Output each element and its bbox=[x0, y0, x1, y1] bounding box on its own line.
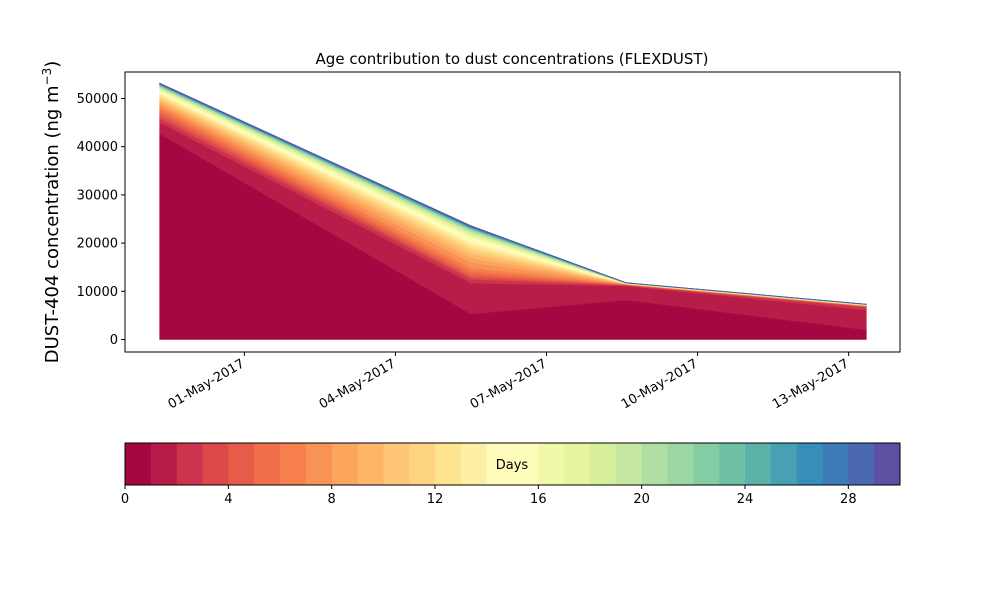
y-tick-label: 40000 bbox=[77, 140, 118, 155]
colorbar-bin bbox=[357, 443, 384, 485]
y-axis-label-superscript: −3 bbox=[40, 68, 54, 86]
colorbar-tick-label: 20 bbox=[633, 492, 650, 507]
colorbar-bin bbox=[667, 443, 694, 485]
colorbar-bin bbox=[848, 443, 875, 485]
colorbar-bin bbox=[822, 443, 849, 485]
colorbar: 0 4 8 12 16 20 24 28 bbox=[121, 442, 901, 507]
y-axis: 0 10000 20000 30000 40000 50000 bbox=[77, 92, 125, 348]
colorbar-bin bbox=[176, 443, 203, 485]
colorbar-bin bbox=[719, 443, 746, 485]
y-tick-label: 50000 bbox=[77, 92, 118, 107]
colorbar-bin bbox=[615, 443, 643, 485]
colorbar-bin bbox=[460, 443, 488, 485]
colorbar-bin bbox=[693, 443, 720, 485]
colorbar-bin bbox=[125, 443, 152, 485]
colorbar-tick-label: 28 bbox=[840, 492, 857, 507]
colorbar-tick-label: 16 bbox=[530, 492, 547, 507]
colorbar-bin bbox=[409, 443, 436, 485]
colorbar-bin bbox=[202, 443, 229, 485]
colorbar-bin bbox=[435, 443, 462, 485]
colorbar-bin bbox=[512, 443, 539, 485]
colorbar-label: Days bbox=[496, 458, 529, 473]
y-tick-label: 30000 bbox=[77, 188, 118, 203]
colorbar-tick-label: 0 bbox=[121, 492, 129, 507]
colorbar-bin bbox=[254, 443, 281, 485]
colorbar-bin bbox=[874, 443, 901, 485]
colorbar-bin bbox=[590, 443, 617, 485]
colorbar-tick-label: 24 bbox=[737, 492, 754, 507]
colorbar-tick-label: 4 bbox=[224, 492, 232, 507]
colorbar-bin bbox=[280, 443, 307, 485]
colorbar-bin bbox=[796, 443, 823, 485]
colorbar-bin bbox=[745, 443, 772, 485]
colorbar-bin bbox=[770, 443, 798, 485]
colorbar-bin bbox=[641, 443, 668, 485]
y-axis-label-main: DUST-404 concentration (ng m bbox=[42, 85, 63, 363]
y-tick-label: 10000 bbox=[77, 285, 118, 300]
colorbar-bin bbox=[228, 443, 255, 485]
colorbar-bin bbox=[331, 443, 358, 485]
y-tick-label: 20000 bbox=[77, 237, 118, 252]
colorbar-bin bbox=[305, 443, 333, 485]
y-tick-label: 0 bbox=[110, 333, 118, 348]
colorbar-tick-label: 12 bbox=[427, 492, 444, 507]
colorbar-frame bbox=[124, 442, 901, 486]
colorbar-bin bbox=[383, 443, 410, 485]
colorbar-bin bbox=[538, 443, 565, 485]
colorbar-bin bbox=[150, 443, 178, 485]
y-axis-label-close: ) bbox=[42, 61, 63, 68]
colorbar-tick-label: 8 bbox=[328, 492, 336, 507]
stacked-areas bbox=[159, 82, 867, 340]
plot-frame bbox=[124, 71, 901, 353]
colorbar-bin bbox=[564, 443, 591, 485]
area-layer-29-30d bbox=[159, 82, 867, 305]
colorbar-bin bbox=[486, 443, 513, 485]
y-axis-label: DUST-404 concentration (ng m−3) bbox=[40, 61, 63, 364]
chart-title: Age contribution to dust concentrations … bbox=[316, 50, 709, 68]
